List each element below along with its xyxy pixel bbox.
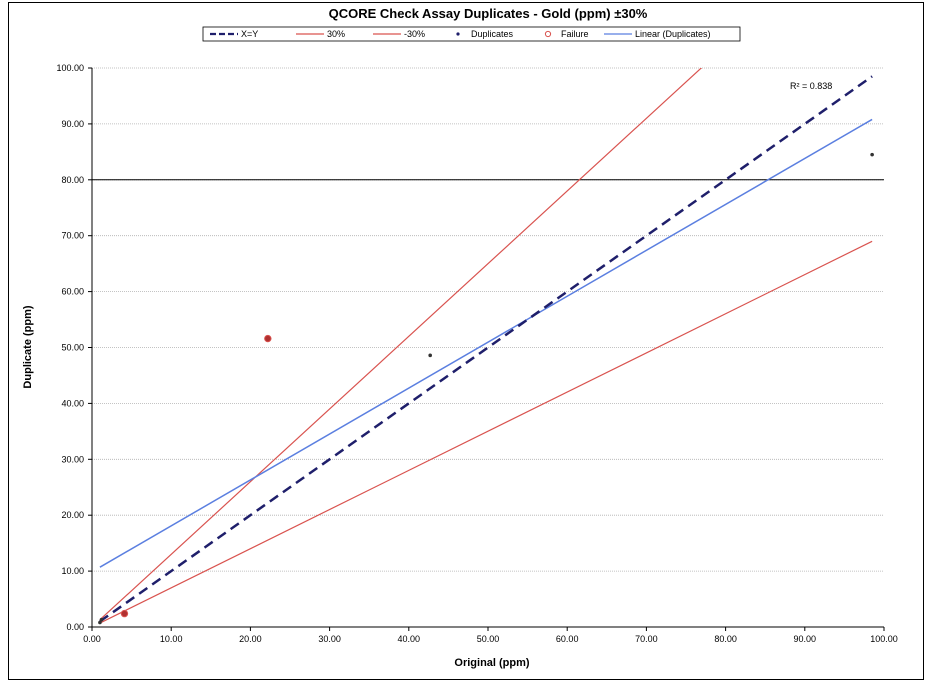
x-tick-label: 70.00 [635,634,658,644]
x-axis-title: Original (ppm) [454,657,530,669]
x-tick-label: 80.00 [714,634,737,644]
series-minus-30-line [99,240,873,624]
legend-label-dup: Duplicates [471,29,514,39]
legend: X=Y 30% -30% Duplicates Failure Linear (Dupli… [202,26,741,42]
legend-label-plus30: 30% [327,29,345,39]
series-x-equals-y-line [99,75,873,623]
chart-title: QCORE Check Assay Duplicates - Gold (ppm… [329,6,648,21]
tick-labels: 0.00 10.00 20.00 30.00 40.00 50.00 60.00 70.00 8… [56,63,897,644]
x-tick-label: 100.00 [870,634,898,644]
y-tick-label: 60.00 [61,287,84,297]
legend-box [202,26,741,42]
legend-marker-duplicates [456,32,460,36]
y-tick-label: 40.00 [61,398,84,408]
legend-label-xy: X=Y [241,29,258,39]
y-tick-label: 70.00 [61,231,84,241]
y-tick-label: 0.00 [66,622,84,632]
legend-label-fail: Failure [561,29,589,39]
failure-point [264,334,272,343]
gridlines [92,67,884,572]
chart-frame [8,2,924,680]
duplicate-point [98,620,102,625]
y-tick-label: 90.00 [61,119,84,129]
y-tick-label: 20.00 [61,510,84,520]
x-tick-label: 40.00 [398,634,421,644]
x-tick-label: 10.00 [160,634,183,644]
y-tick-label: 30.00 [61,454,84,464]
legend-label-minus30: -30% [404,29,425,39]
series-lines [99,68,873,624]
legend-label-linear: Linear (Duplicates) [635,29,711,39]
data-points [98,152,874,625]
x-tick-label: 50.00 [477,634,500,644]
y-tick-label: 100.00 [56,63,84,73]
duplicate-point [428,353,432,358]
x-tick-label: 90.00 [794,634,817,644]
x-tick-label: 20.00 [239,634,262,644]
legend-marker-failure [544,30,552,38]
series-plus-30-line [99,68,703,621]
duplicate-point [99,617,104,622]
r-squared-annotation: R² = 0.838 [790,81,832,91]
duplicate-point [870,152,874,157]
failure-point [120,609,129,618]
y-tick-label: 80.00 [61,175,84,185]
axes [88,67,885,631]
series-linear-duplicates-line [99,118,873,568]
y-tick-label: 50.00 [61,343,84,353]
y-axis-title: Duplicate (ppm) [22,305,34,388]
x-tick-label: 60.00 [556,634,579,644]
x-tick-label: 0.00 [83,634,101,644]
y-tick-label: 10.00 [61,566,84,576]
x-tick-label: 30.00 [318,634,341,644]
